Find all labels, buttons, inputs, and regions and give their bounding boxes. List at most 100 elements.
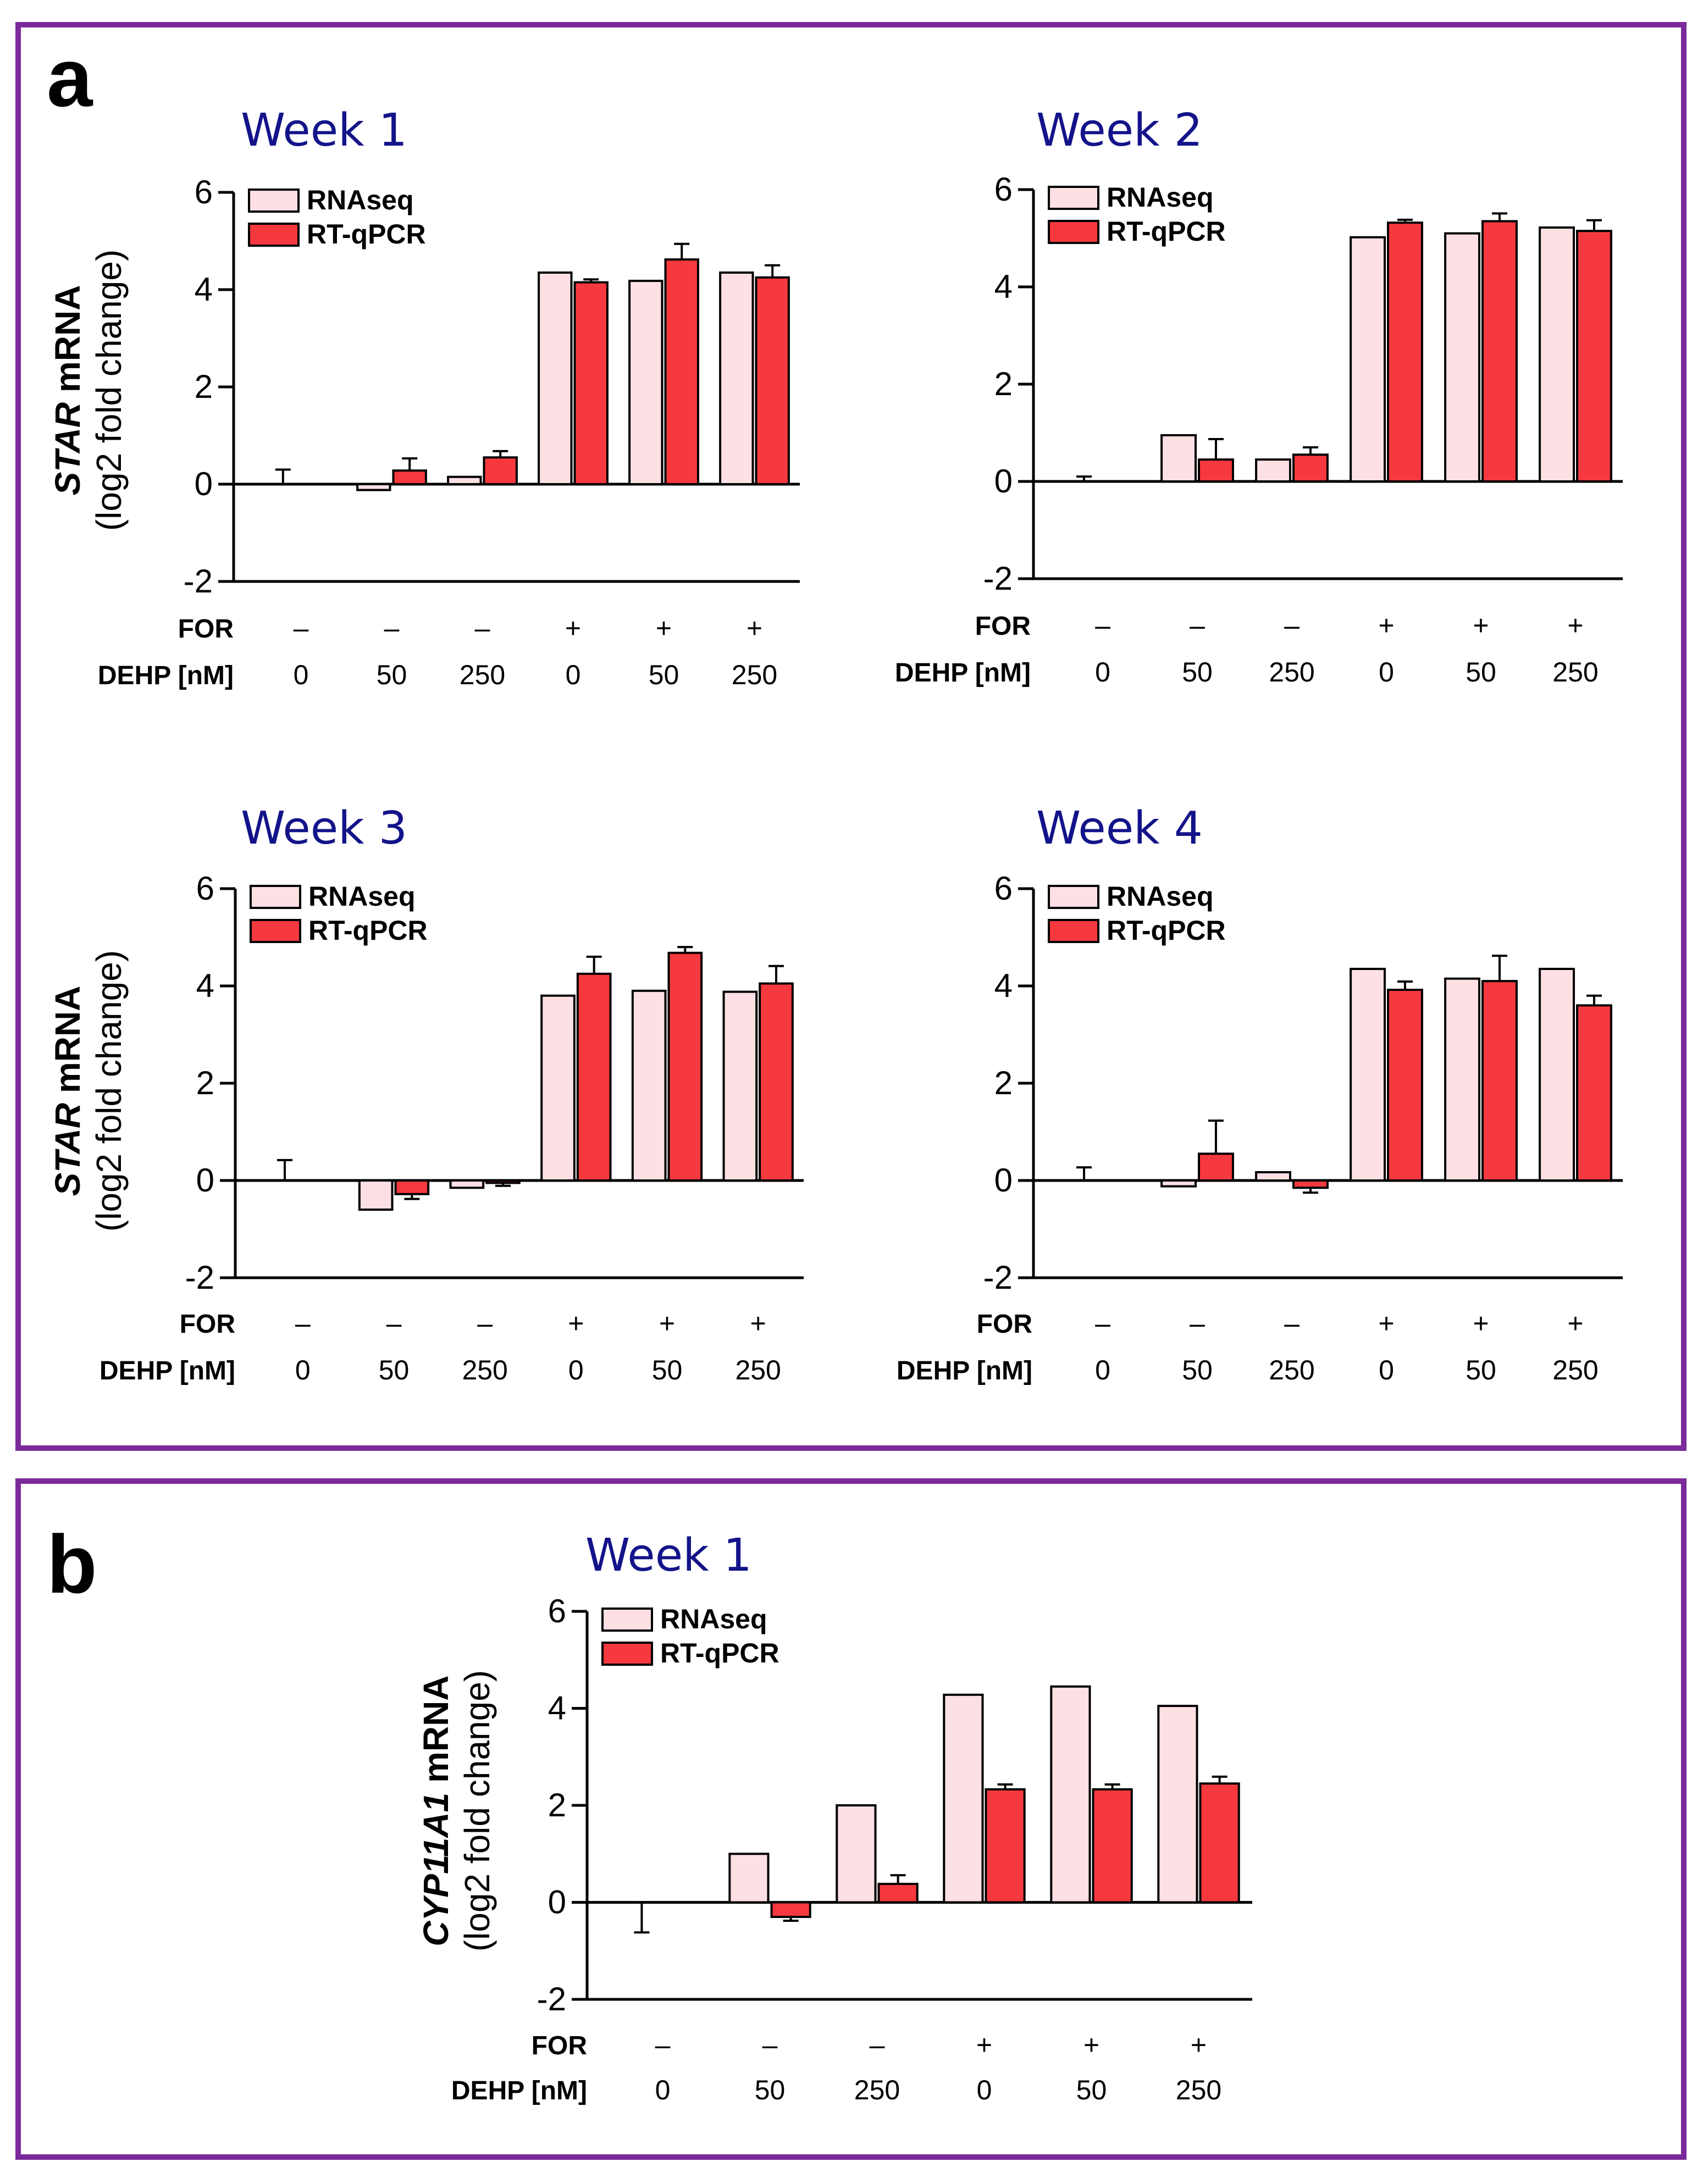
bar-rtqpcr [1576,1004,1612,1182]
dehp-label: 50 [755,2075,786,2105]
bar-rnaseq [722,990,758,1182]
y-axis-gene-name: STAR [48,1103,87,1196]
bar-rtqpcr [667,951,703,1182]
for-label: + [1473,1308,1489,1339]
chart-title: Week 1 [585,1529,752,1582]
y-axis-label-units: (log2 fold change) [457,1670,497,1952]
bar-rnaseq [1160,434,1197,483]
for-label: + [1473,610,1489,641]
panel-a-letter: a [47,31,93,124]
bar-rtqpcr [1387,221,1423,483]
y-tick-label: 6 [195,174,213,210]
row-label-dehp: DEHP [nM] [98,661,234,690]
bar-rtqpcr [759,982,794,1182]
bar-rtqpcr [985,1788,1026,1904]
for-label: + [659,1308,675,1339]
bar-rtqpcr [392,469,427,485]
bar-rtqpcr [576,972,612,1182]
dehp-label: 50 [1466,1355,1496,1385]
bar-rnaseq [1160,1179,1197,1188]
for-label: + [750,1308,766,1339]
dehp-label: 250 [1552,657,1598,688]
bar-rnaseq [1444,232,1481,483]
legend-swatch-rtqpcr [248,223,300,247]
bar-rnaseq [449,1179,485,1189]
bar-rtqpcr [1198,1152,1234,1182]
for-label: + [1567,610,1583,641]
chart-title: Week 2 [1036,104,1203,157]
bar-rtqpcr [485,1179,521,1184]
bar-rnaseq [719,271,754,485]
dehp-label: 50 [1466,657,1496,688]
dehp-label: 0 [295,1355,311,1385]
bar-rtqpcr [877,1882,919,1904]
legend-swatch-rtqpcr [1048,220,1099,244]
y-axis-label-units: (log2 fold change) [89,250,129,531]
y-tick-label: -2 [983,1259,1013,1296]
dehp-label: 0 [568,1355,584,1385]
bar-rtqpcr [1481,220,1518,483]
bar-rnaseq [358,1179,394,1211]
for-label: – [1190,1308,1205,1339]
for-label: + [747,613,762,644]
y-tick-label: 2 [994,1065,1013,1101]
chart-title: Week 4 [1036,802,1203,855]
row-label-for: FOR [977,1310,1032,1339]
for-label: – [1190,610,1205,641]
y-axis-gene-name: STAR [48,402,87,495]
y-tick-label: 6 [548,1593,566,1629]
for-label: – [475,613,490,644]
for-label: – [1284,1308,1300,1339]
y-tick-label: 6 [994,171,1013,208]
panel-a-frame [15,22,1687,1451]
panel-b-frame [15,1478,1687,2160]
y-axis-gene-suffix: mRNA [48,986,87,1103]
bar-rtqpcr [1199,1782,1240,1904]
y-tick-label: 0 [994,463,1013,500]
legend-label-rtqpcr: RT-qPCR [660,1638,779,1669]
bar-rnaseq [1444,977,1481,1182]
for-label: + [656,613,672,644]
bar-rnaseq [538,271,573,485]
for-label: + [1378,1308,1394,1339]
dehp-label: 0 [1379,657,1394,688]
row-label-dehp: DEHP [nM] [897,1356,1032,1385]
dehp-label: 50 [1182,1355,1213,1385]
y-axis-label-gene: STAR mRNA [48,986,87,1196]
dehp-label: 50 [1182,657,1213,688]
legend-swatch-rnaseq [1048,186,1099,210]
dehp-label: 50 [1076,2075,1107,2105]
dehp-label: 0 [294,659,309,690]
for-label: – [477,1308,493,1339]
dehp-label: 0 [655,2075,671,2105]
y-tick-label: -2 [184,563,213,600]
chart-title: Week 3 [241,802,407,855]
bar-rtqpcr [1292,1179,1329,1189]
chart-title: Week 1 [241,104,407,157]
legend-swatch-rtqpcr [1048,919,1099,943]
y-tick-label: 0 [196,1162,214,1199]
y-tick-label: 2 [196,1065,214,1101]
y-tick-label: 2 [994,365,1013,402]
bar-rnaseq [1255,458,1292,483]
bar-rtqpcr [1387,989,1423,1182]
y-tick-label: 0 [994,1162,1013,1199]
legend-label-rtqpcr: RT-qPCR [308,915,428,946]
y-tick-label: 0 [548,1884,566,1921]
dehp-label: 250 [462,1355,507,1385]
dehp-label: 250 [1176,2075,1221,2105]
y-axis-label-gene: STAR mRNA [48,285,87,496]
legend-label-rtqpcr: RT-qPCR [1107,915,1226,946]
bar-rnaseq [356,483,391,491]
bar-rtqpcr [770,1901,811,1918]
for-label: + [568,1308,584,1339]
bar-rnaseq [1157,1705,1198,1904]
legend-swatch-rnaseq [1048,885,1099,909]
y-tick-label: 2 [195,368,213,405]
y-tick-label: 4 [548,1690,566,1727]
bar-rnaseq [1350,968,1386,1182]
legend-label-rnaseq: RNAseq [1107,182,1213,213]
for-label: + [1378,610,1394,641]
row-label-for: FOR [178,614,234,644]
